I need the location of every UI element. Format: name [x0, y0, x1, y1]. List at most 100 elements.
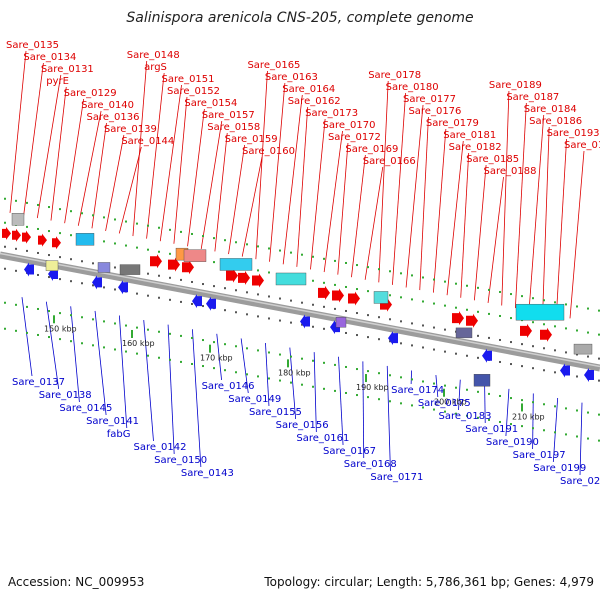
- label-leader-line: [386, 365, 391, 472]
- track-dot: [103, 346, 105, 349]
- label-leader-line: [487, 176, 504, 303]
- track-dot: [235, 345, 237, 348]
- gene-block: [515, 303, 565, 321]
- track-dot: [576, 375, 578, 378]
- track-dot: [543, 369, 545, 372]
- gene-label-top: Sare_0154: [184, 98, 237, 109]
- track-dot: [48, 276, 50, 279]
- track-dot: [92, 284, 94, 287]
- gene-label-bottom: Sare_0197: [513, 450, 566, 461]
- track-dot: [136, 222, 138, 225]
- track-dot: [70, 340, 72, 343]
- gene-label-top: Sare_0180: [386, 82, 439, 93]
- track-dot: [312, 325, 314, 328]
- track-dot: [422, 324, 424, 327]
- genome-axis: [0, 251, 600, 372]
- track-dot: [587, 355, 589, 358]
- label-leader-line: [323, 130, 343, 273]
- track-dot: [81, 260, 83, 263]
- track-dot: [59, 278, 61, 281]
- track-dot: [191, 362, 193, 365]
- track-dot: [246, 313, 248, 316]
- track-dot: [510, 363, 512, 366]
- track-dot: [323, 387, 325, 390]
- label-leader-line: [192, 329, 202, 468]
- track-dot: [554, 325, 556, 328]
- gene-label-top: pyrE: [46, 76, 69, 87]
- track-dot: [477, 334, 479, 337]
- track-dot: [587, 411, 589, 414]
- track-dot: [521, 295, 523, 298]
- gene-label-top: Sare_0140: [81, 100, 134, 111]
- track-dot: [477, 390, 479, 393]
- track-dot: [4, 197, 6, 200]
- gene-label-top: Sare_0176: [408, 106, 461, 117]
- forward-gene-arrow: [2, 226, 11, 240]
- track-dot: [400, 296, 402, 299]
- label-leader-line: [118, 315, 128, 429]
- gene-label-bottom: Sare_0191: [465, 424, 518, 435]
- track-dot: [114, 322, 116, 325]
- track-dot: [389, 374, 391, 377]
- track-dot: [92, 214, 94, 217]
- label-leader-line: [118, 146, 142, 234]
- track-dot: [103, 216, 105, 219]
- track-dot: [554, 431, 556, 434]
- track-dot: [136, 292, 138, 295]
- track-dot: [488, 312, 490, 315]
- track-dot: [70, 314, 72, 317]
- forward-gene-arrow: [168, 257, 180, 272]
- track-dot: [323, 327, 325, 330]
- track-dot: [257, 245, 259, 248]
- kbp-tick-label: 200 kbp: [434, 398, 467, 407]
- label-leader-line: [70, 306, 80, 403]
- track-dot: [411, 404, 413, 407]
- gene-label-bottom: Sare_0141: [86, 416, 139, 427]
- track-dot: [345, 391, 347, 394]
- track-dot: [345, 261, 347, 264]
- label-leader-line: [64, 98, 85, 224]
- forward-gene-arrow: [38, 233, 47, 247]
- forward-gene-arrow: [348, 291, 360, 306]
- track-dot: [598, 333, 600, 336]
- track-dot: [235, 311, 237, 314]
- reverse-gene-arrow: [118, 280, 128, 295]
- gene-block: [183, 249, 207, 262]
- track-dot: [543, 299, 545, 302]
- track-dot: [411, 298, 413, 301]
- gene-label-bottom: Sare_0146: [202, 381, 255, 392]
- track-dot: [312, 385, 314, 388]
- track-dot: [521, 365, 523, 368]
- track-dot: [345, 365, 347, 368]
- track-dot: [356, 264, 358, 267]
- track-dot: [488, 336, 490, 339]
- track-dot: [323, 281, 325, 284]
- track-dot: [378, 316, 380, 319]
- track-dot: [411, 344, 413, 347]
- genome-backbone-highlight: [0, 252, 600, 368]
- gene-block: [219, 258, 253, 271]
- track-dot: [565, 351, 567, 354]
- track-dot: [180, 334, 182, 337]
- gene-label-bottom: Sare_0142: [133, 442, 186, 453]
- gene-label-top: Sare_0169: [345, 144, 398, 155]
- track-dot: [422, 346, 424, 349]
- track-dot: [180, 230, 182, 233]
- track-dot: [147, 272, 149, 275]
- forward-gene-arrow: [466, 313, 478, 328]
- gene-label-top: Sare_0158: [207, 122, 260, 133]
- track-dot: [576, 409, 578, 412]
- track-dot: [158, 296, 160, 299]
- label-leader-line: [433, 128, 447, 293]
- track-dot: [59, 208, 61, 211]
- track-dot: [290, 251, 292, 254]
- gene-label-bottom: Sare_0199: [533, 463, 586, 474]
- track-dot: [158, 330, 160, 333]
- track-dot: [587, 437, 589, 440]
- track-dot: [301, 357, 303, 360]
- track-dot: [257, 349, 259, 352]
- kbp-tick-label: 210 kbp: [512, 412, 545, 421]
- kbp-tick-label: 160 kbp: [122, 339, 155, 348]
- label-leaders: [9, 50, 585, 476]
